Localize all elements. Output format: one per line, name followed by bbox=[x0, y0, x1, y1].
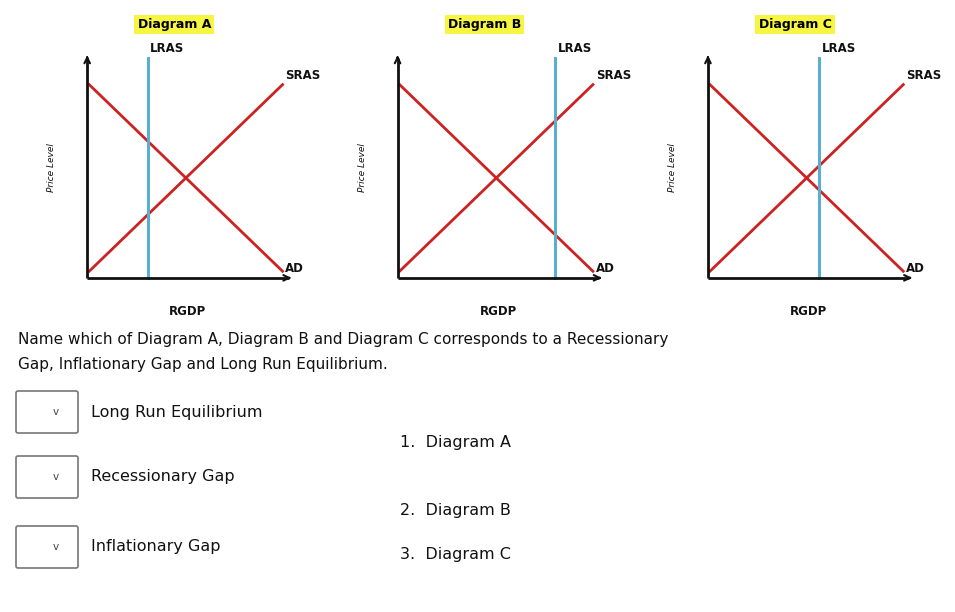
Text: v: v bbox=[53, 407, 59, 417]
Text: Gap, Inflationary Gap and Long Run Equilibrium.: Gap, Inflationary Gap and Long Run Equil… bbox=[18, 357, 388, 372]
Text: AD: AD bbox=[596, 262, 614, 275]
Text: Diagram C: Diagram C bbox=[758, 18, 832, 31]
Text: Name which of Diagram A, Diagram B and Diagram C corresponds to a Recessionary: Name which of Diagram A, Diagram B and D… bbox=[18, 332, 668, 347]
Text: LRAS: LRAS bbox=[558, 42, 592, 56]
Text: AD: AD bbox=[286, 262, 304, 275]
Text: SRAS: SRAS bbox=[906, 69, 942, 82]
Text: RGDP: RGDP bbox=[479, 305, 517, 318]
Text: Price Level: Price Level bbox=[48, 144, 56, 193]
Text: LRAS: LRAS bbox=[150, 42, 184, 56]
Text: RGDP: RGDP bbox=[169, 305, 206, 318]
Text: v: v bbox=[53, 542, 59, 552]
Text: Diagram A: Diagram A bbox=[138, 18, 211, 31]
Text: 3.  Diagram C: 3. Diagram C bbox=[400, 547, 511, 561]
Text: v: v bbox=[53, 472, 59, 482]
Text: SRAS: SRAS bbox=[286, 69, 321, 82]
Text: Price Level: Price Level bbox=[668, 144, 677, 193]
Text: SRAS: SRAS bbox=[596, 69, 631, 82]
Text: AD: AD bbox=[906, 262, 924, 275]
FancyBboxPatch shape bbox=[16, 391, 78, 433]
Text: 1.  Diagram A: 1. Diagram A bbox=[400, 435, 511, 449]
Text: Price Level: Price Level bbox=[358, 144, 367, 193]
Text: LRAS: LRAS bbox=[821, 42, 856, 56]
Text: RGDP: RGDP bbox=[790, 305, 827, 318]
Text: Diagram B: Diagram B bbox=[448, 18, 521, 31]
FancyBboxPatch shape bbox=[16, 456, 78, 498]
Text: Recessionary Gap: Recessionary Gap bbox=[91, 469, 235, 485]
Text: 2.  Diagram B: 2. Diagram B bbox=[400, 502, 511, 518]
Text: Inflationary Gap: Inflationary Gap bbox=[91, 540, 221, 554]
FancyBboxPatch shape bbox=[16, 526, 78, 568]
Text: Long Run Equilibrium: Long Run Equilibrium bbox=[91, 405, 263, 419]
